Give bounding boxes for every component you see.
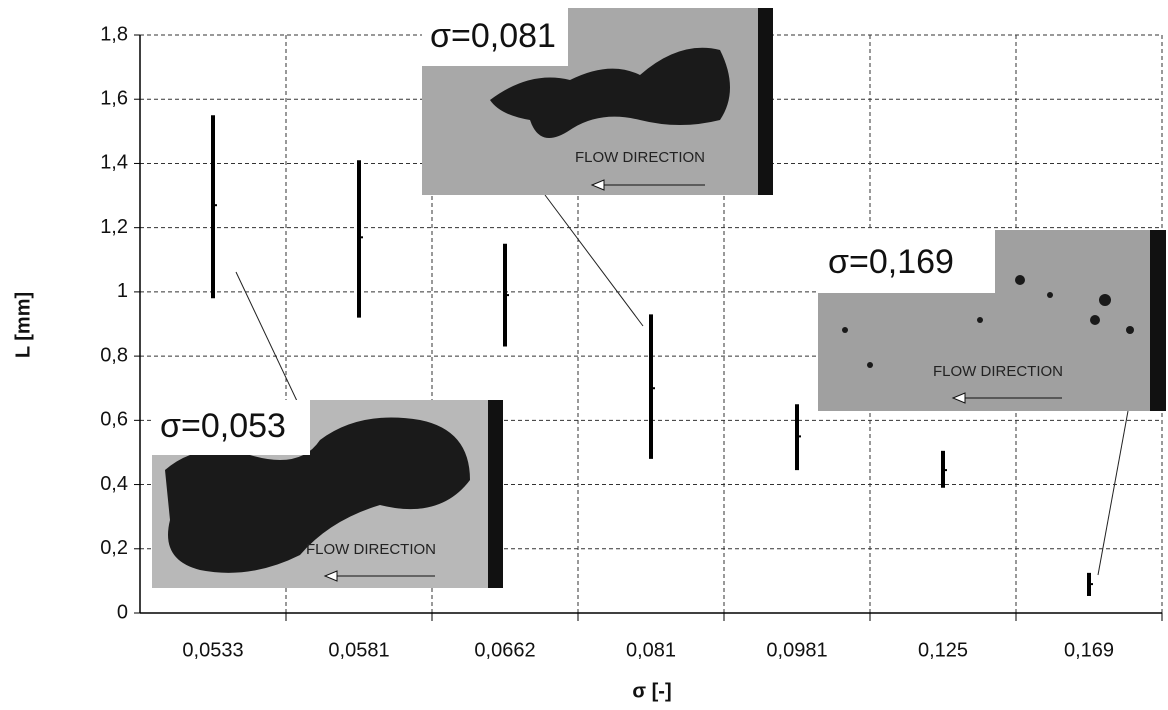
y-tick-label: 0,4 xyxy=(100,473,128,495)
inset-label: σ=0,053 xyxy=(160,407,286,445)
inset-caption: FLOW DIRECTION xyxy=(933,363,1063,380)
y-tick-label: 0,2 xyxy=(100,537,128,559)
y-tick-label: 0,8 xyxy=(100,344,128,366)
x-axis-label: σ [-] xyxy=(632,680,671,702)
inset-label: σ=0,169 xyxy=(828,243,954,281)
x-tick-label: 0,0662 xyxy=(474,639,535,661)
y-tick-label: 0,6 xyxy=(100,409,128,431)
y-tick-label: 1 xyxy=(117,280,128,302)
inset-photo: σ=0,081 FLOW DIRECTION xyxy=(422,8,773,195)
y-tick-label: 1,6 xyxy=(100,88,128,110)
x-tick-label: 0,0981 xyxy=(766,639,827,661)
y-tick-label: 0 xyxy=(117,601,128,623)
x-tick-label: 0,081 xyxy=(626,639,676,661)
inset-caption: FLOW DIRECTION xyxy=(306,541,436,558)
y-tick-label: 1,4 xyxy=(100,152,128,174)
x-tick-label: 0,0581 xyxy=(328,639,389,661)
y-axis-label: L [mm] xyxy=(12,292,34,358)
x-tick-label: 0,169 xyxy=(1064,639,1114,661)
x-tick-label: 0,125 xyxy=(918,639,968,661)
y-tick-label: 1,8 xyxy=(100,23,128,45)
inset-photo: σ=0,053 FLOW DIRECTION xyxy=(152,400,503,588)
inset-caption: FLOW DIRECTION xyxy=(575,149,705,166)
inset-label: σ=0,081 xyxy=(430,17,556,55)
leader-lines xyxy=(235,194,1129,576)
x-tick-label: 0,0533 xyxy=(182,639,243,661)
inset-photo: σ=0,169 FLOW DIRECTION xyxy=(818,230,1166,411)
y-tick-label: 1,2 xyxy=(100,216,128,238)
